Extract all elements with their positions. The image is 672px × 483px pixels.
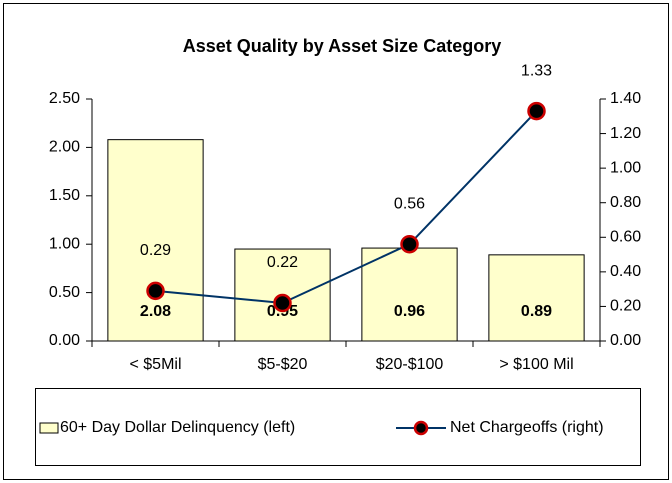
- y2-tick-label: 0.40: [610, 263, 641, 280]
- y2-tick-label: 0.80: [610, 194, 641, 211]
- legend-swatch: [39, 422, 59, 434]
- line-marker: [527, 101, 546, 121]
- y-tick-label: 1.50: [49, 187, 80, 204]
- y2-tick-label: 0.60: [610, 229, 641, 246]
- line-marker: [400, 234, 419, 254]
- y2-tick-label: 0.00: [610, 332, 641, 349]
- y2-tick-label: 0.20: [610, 298, 641, 315]
- y-tick-label: 1.00: [49, 235, 80, 252]
- x-tick-label: < $5Mil: [129, 356, 181, 373]
- line-marker: [273, 293, 292, 313]
- bar: [107, 139, 204, 342]
- line-value-label: 0.22: [267, 254, 298, 271]
- line-marker: [146, 281, 165, 301]
- legend-label: 60+ Day Dollar Delinquency (left): [60, 419, 295, 436]
- y-tick-label: 0.50: [49, 284, 80, 301]
- bar-value-label: 2.08: [140, 303, 171, 320]
- bar-value-label: 0.96: [394, 303, 425, 320]
- line-value-label: 1.33: [521, 62, 552, 79]
- bar-value-label: 0.89: [521, 303, 552, 320]
- y2-tick-label: 1.40: [610, 90, 641, 107]
- y-tick-label: 2.00: [49, 139, 80, 156]
- bar: [488, 254, 585, 342]
- x-tick-label: $5-$20: [258, 356, 308, 373]
- x-tick-label: > $100 Mil: [499, 356, 573, 373]
- line-value-label: 0.29: [140, 242, 171, 259]
- chart-title: Asset Quality by Asset Size Category: [183, 36, 501, 56]
- y2-tick-label: 1.20: [610, 125, 641, 142]
- legend-label: Net Chargeoffs (right): [450, 419, 604, 436]
- bar: [361, 247, 458, 342]
- legend-marker: [413, 420, 429, 436]
- y2-tick-label: 1.00: [610, 159, 641, 176]
- legend-box: [35, 388, 641, 466]
- line: [155, 110, 538, 304]
- line-value-label: 0.56: [394, 195, 425, 212]
- x-tick-label: $20-$100: [376, 356, 444, 373]
- y-tick-label: 2.50: [49, 90, 80, 107]
- y-tick-label: 0.00: [49, 332, 80, 349]
